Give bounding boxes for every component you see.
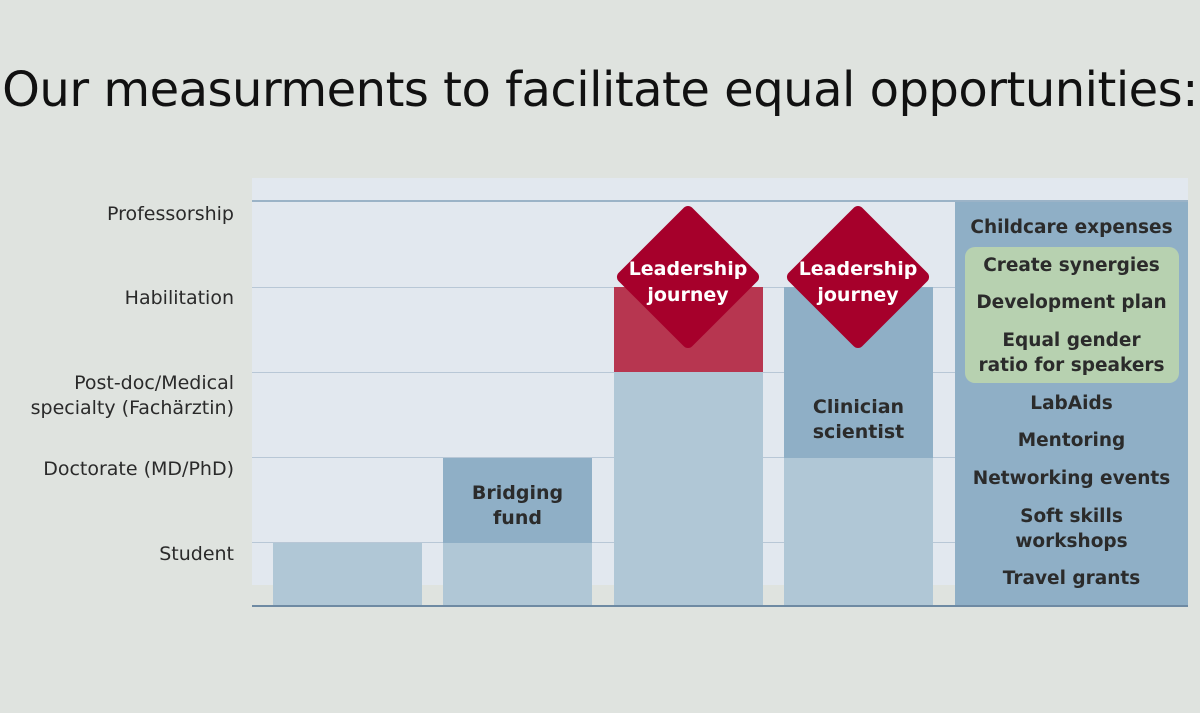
gridline-habilitation [252,287,955,288]
gridline-student [252,542,955,543]
gridline-postdoc [252,372,955,373]
leadership-1-label-2: journey [647,284,729,306]
clinician-label-1: Clinician [812,396,905,418]
measures-highlight [965,247,1179,383]
column-student [273,543,422,605]
level-postdoc-line2: specialty (Fachärztin) [30,397,234,419]
level-postdoc-line1: Post-doc/Medical [74,372,234,394]
column-bridging-base [443,543,592,605]
clinician-label-2: scientist [812,421,905,443]
measure-mentoring: Mentoring [1017,430,1126,451]
bridging-fund-label-1: Bridging [471,482,564,504]
level-habilitation: Habilitation [124,287,234,309]
measure-synergies: Create synergies [983,255,1160,276]
measure-gender-ratio-2: ratio for speakers [978,355,1165,376]
measure-labaids: LabAids [1030,393,1113,414]
measure-networking: Networking events [972,468,1171,489]
leadership-2-label-1: Leadership [798,258,918,280]
leadership-2-label-2: journey [817,284,899,306]
level-student: Student [159,543,234,565]
leadership-1-label-1: Leadership [628,258,748,280]
column-leadership-base [614,372,763,605]
page-title: Our measurments to facilitate equal oppo… [2,62,1198,118]
bridging-fund-block [443,458,592,543]
column-clinician-base [784,458,933,605]
measure-gender-ratio-1: Equal gender [1002,330,1141,351]
bridging-fund-label-2: fund [493,507,542,529]
baseline [252,605,1188,607]
measure-soft-skills-2: workshops [1015,531,1128,552]
level-doctorate: Doctorate (MD/PhD) [43,458,234,480]
top-line [252,200,1188,202]
measure-childcare: Childcare expenses [970,217,1173,238]
level-professorship: Professorship [106,203,234,225]
measure-travel-grants: Travel grants [1002,568,1141,589]
base-band [252,585,955,605]
measure-development-plan: Development plan [976,292,1167,313]
measure-soft-skills-1: Soft skills [1020,506,1123,527]
gridline-doctorate [252,457,955,458]
